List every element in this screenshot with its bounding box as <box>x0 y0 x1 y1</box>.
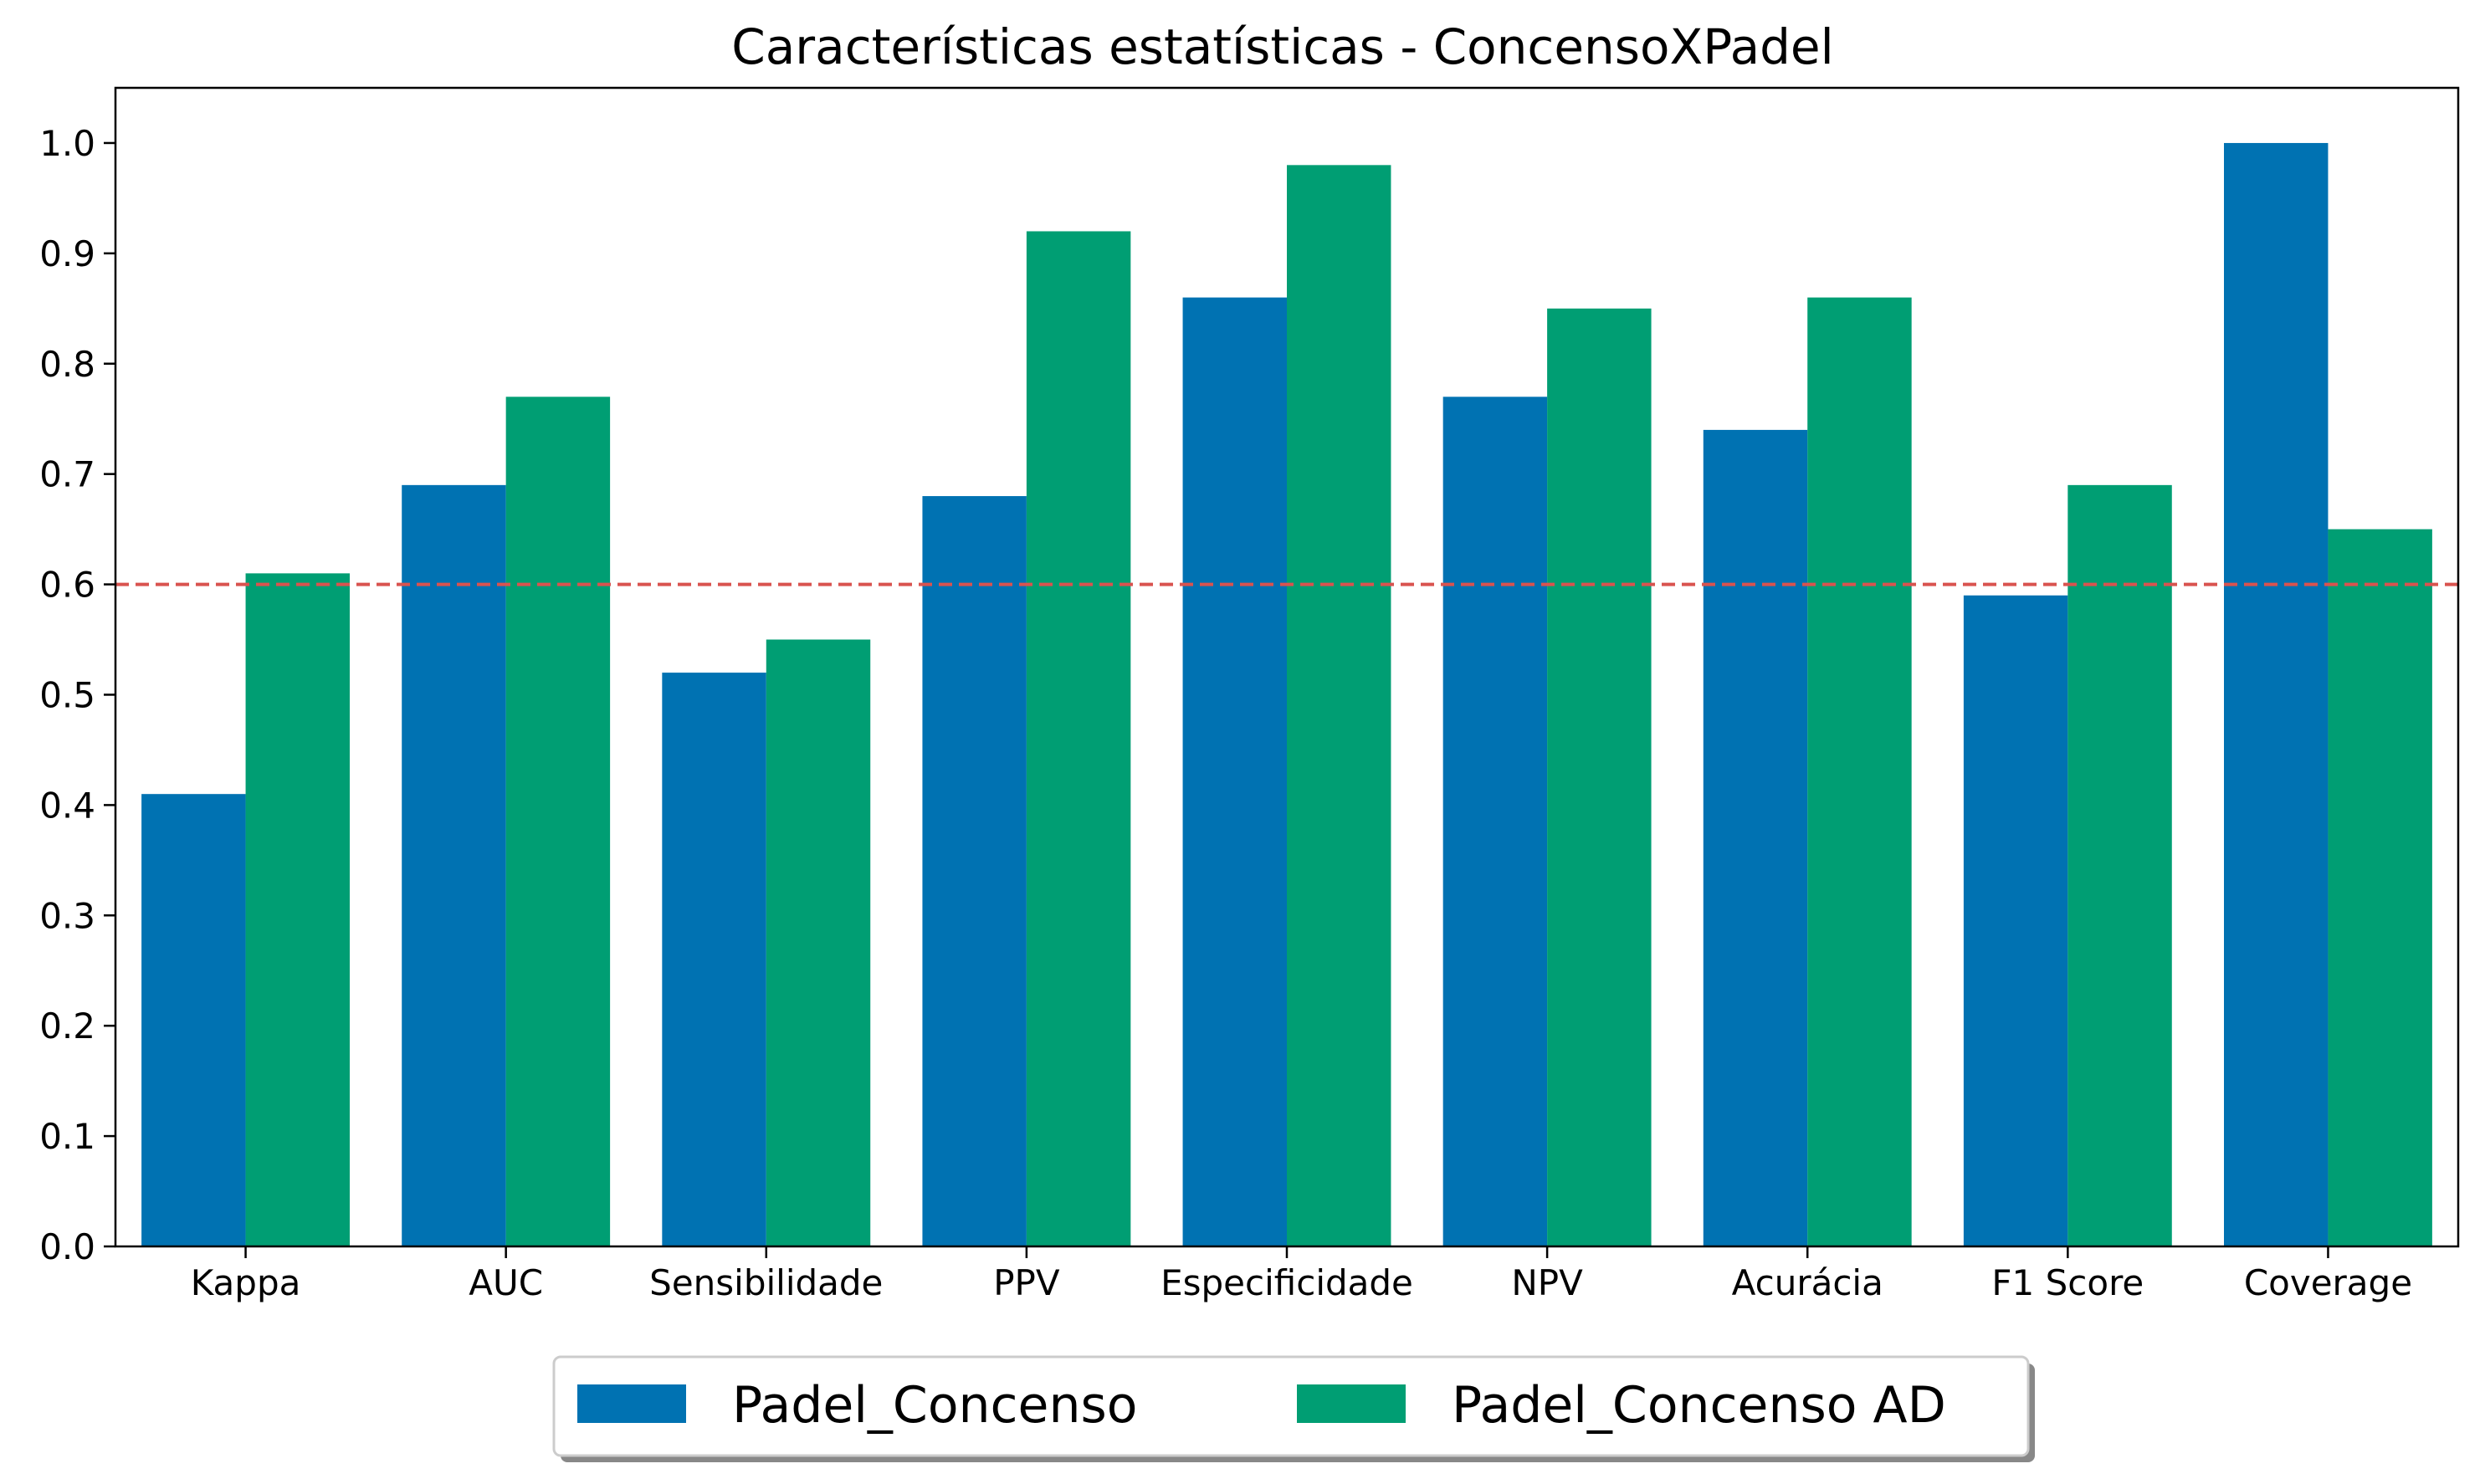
x-tick-label: NPV <box>1511 1262 1583 1303</box>
bar-padel-concenso-ad-4 <box>1287 165 1391 1246</box>
y-tick-label: 0.4 <box>39 785 95 826</box>
bar-padel-concenso-7 <box>1963 595 2068 1246</box>
bars <box>141 142 2432 1247</box>
x-tick-label: AUC <box>469 1262 543 1303</box>
legend-box <box>552 1355 2030 1457</box>
y-tick-label: 0.6 <box>39 565 95 606</box>
bar-padel-concenso-ad-2 <box>766 639 871 1246</box>
y-tick-label: 0.9 <box>39 233 95 274</box>
x-tick-label: Acurácia <box>1732 1262 1883 1303</box>
bar-padel-concenso-ad-7 <box>2067 484 2172 1246</box>
x-axis: Kappa AUC Sensibilidade PPV Especificidade NP… <box>191 1246 2412 1303</box>
x-tick-label: F1 Score <box>1991 1262 2144 1303</box>
bar-padel-concenso-6 <box>1703 429 1808 1246</box>
legend-swatch <box>1297 1384 1406 1423</box>
x-tick-label: Sensibilidade <box>649 1262 883 1303</box>
chart-title: Características estatísticas - ConcensoX… <box>731 18 1833 75</box>
bar-padel-concenso-2 <box>662 673 766 1246</box>
y-tick-label: 0.1 <box>39 1116 95 1157</box>
bar-padel-concenso-ad-8 <box>2328 529 2432 1246</box>
bar-padel-concenso-0 <box>141 794 246 1246</box>
y-tick-label: 0.2 <box>39 1006 95 1046</box>
bar-padel-concenso-ad-5 <box>1547 308 1652 1246</box>
bar-padel-concenso-ad-0 <box>245 573 350 1246</box>
bar-padel-concenso-ad-1 <box>505 397 611 1246</box>
legend-label: Padel_Concenso <box>732 1376 1137 1435</box>
bar-padel-concenso-4 <box>1182 297 1287 1247</box>
x-tick-label: Especificidade <box>1161 1262 1413 1303</box>
y-axis: 0.0 0.1 0.2 0.3 0.4 0.5 0.6 0.7 0.8 0.9 1.0 <box>39 123 115 1267</box>
y-tick-label: 1.0 <box>39 123 95 164</box>
legend: Padel_Concenso Padel_Concenso AD <box>552 1355 2035 1462</box>
y-tick-label: 0.5 <box>39 674 95 715</box>
y-tick-label: 0.8 <box>39 344 95 385</box>
bar-padel-concenso-1 <box>402 484 506 1246</box>
legend-swatch <box>577 1384 686 1423</box>
y-tick-label: 0.3 <box>39 895 95 936</box>
y-tick-label: 0.0 <box>39 1226 95 1267</box>
bar-padel-concenso-ad-3 <box>1026 231 1131 1246</box>
x-tick-label: PPV <box>993 1262 1060 1303</box>
x-tick-label: Coverage <box>2244 1262 2412 1303</box>
bar-padel-concenso-ad-6 <box>1807 297 1912 1247</box>
bar-padel-concenso-5 <box>1442 397 1548 1246</box>
x-tick-label: Kappa <box>191 1262 301 1303</box>
bar-padel-concenso-8 <box>2224 142 2329 1246</box>
bar-padel-concenso-3 <box>922 496 1027 1246</box>
y-tick-label: 0.7 <box>39 454 95 495</box>
legend-label: Padel_Concenso AD <box>1452 1376 1946 1435</box>
